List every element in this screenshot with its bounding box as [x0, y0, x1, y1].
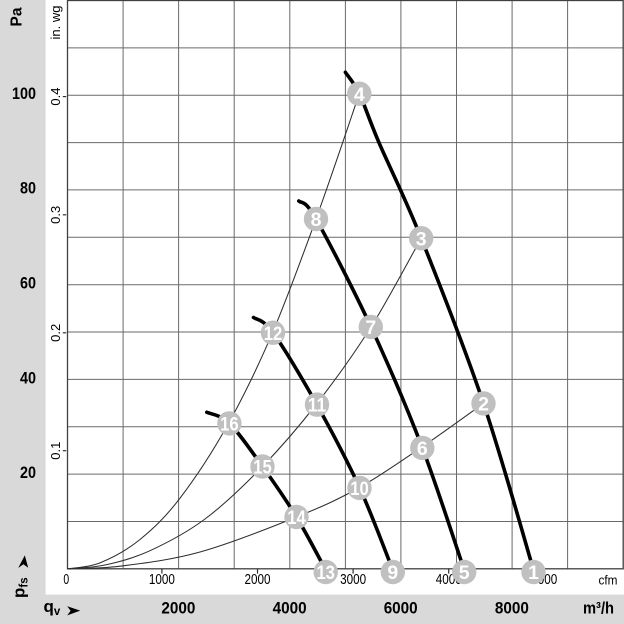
svg-text:13: 13: [316, 562, 335, 584]
svg-text:1000: 1000: [149, 572, 175, 588]
svg-text:4000: 4000: [273, 599, 307, 618]
svg-text:2000: 2000: [245, 572, 271, 588]
svg-text:100: 100: [12, 84, 36, 103]
svg-text:8: 8: [311, 209, 322, 231]
svg-text:20: 20: [20, 463, 36, 482]
svg-text:0.4: 0.4: [48, 88, 63, 106]
svg-text:80: 80: [20, 179, 36, 198]
svg-text:in. wg: in. wg: [48, 6, 63, 40]
svg-text:3: 3: [416, 228, 427, 250]
svg-text:0.1: 0.1: [48, 442, 63, 460]
svg-text:60: 60: [20, 274, 36, 293]
svg-text:Pa: Pa: [9, 7, 26, 26]
svg-text:2000: 2000: [161, 599, 195, 618]
svg-text:0: 0: [63, 572, 69, 588]
svg-text:11: 11: [308, 395, 327, 417]
svg-text:5: 5: [459, 562, 470, 584]
svg-text:6: 6: [417, 438, 428, 460]
svg-text:6000: 6000: [384, 599, 418, 618]
svg-text:15: 15: [253, 457, 272, 479]
svg-text:0.3: 0.3: [48, 206, 63, 224]
svg-text:7: 7: [365, 317, 376, 339]
svg-text:40: 40: [20, 368, 36, 387]
svg-text:4: 4: [354, 84, 365, 106]
svg-text:12: 12: [264, 323, 283, 345]
svg-text:0.2: 0.2: [48, 324, 63, 342]
svg-text:10: 10: [350, 478, 369, 500]
svg-text:1: 1: [528, 562, 539, 584]
svg-text:m³/h: m³/h: [583, 599, 614, 618]
svg-text:9: 9: [387, 562, 398, 584]
svg-text:8000: 8000: [495, 599, 529, 618]
svg-text:16: 16: [220, 414, 239, 436]
svg-text:3000: 3000: [340, 572, 366, 588]
svg-text:14: 14: [287, 507, 306, 529]
svg-text:cfm: cfm: [599, 573, 618, 588]
svg-text:2: 2: [478, 394, 489, 416]
